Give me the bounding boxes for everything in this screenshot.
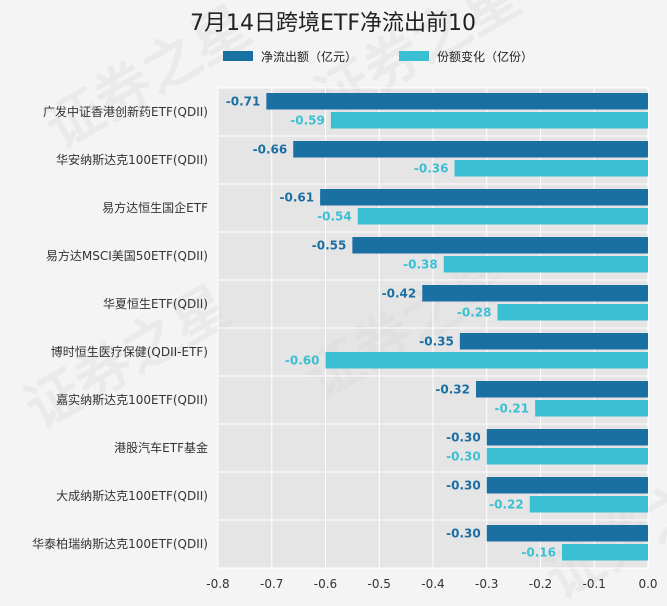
bar-net-outflow — [352, 237, 648, 254]
x-tick-label: -0.5 — [368, 577, 391, 591]
legend-swatch-0 — [223, 51, 253, 61]
x-tick-label: -0.1 — [583, 577, 606, 591]
data-label: -0.35 — [419, 334, 454, 348]
x-tick-label: -0.3 — [475, 577, 498, 591]
bar-share-change — [330, 112, 648, 129]
category-label: 华夏恒生ETF(QDII) — [103, 297, 208, 311]
data-label: -0.36 — [414, 161, 449, 175]
data-label: -0.60 — [285, 353, 320, 367]
bar-share-change — [357, 208, 648, 225]
category-label: 易方达恒生国企ETF — [102, 200, 208, 215]
data-label: -0.16 — [521, 545, 556, 559]
category-label: 大成纳斯达克100ETF(QDII) — [56, 489, 208, 503]
bar-net-outflow — [293, 141, 648, 158]
data-label: -0.54 — [317, 209, 352, 223]
x-tick-label: -0.8 — [206, 577, 229, 591]
bar-net-outflow — [486, 477, 648, 494]
bar-net-outflow — [422, 285, 648, 302]
data-label: -0.55 — [312, 238, 347, 252]
category-label: 嘉实纳斯达克100ETF(QDII) — [56, 392, 208, 407]
data-label: -0.71 — [226, 94, 261, 108]
data-label: -0.30 — [446, 478, 481, 492]
x-tick-label: -0.7 — [260, 577, 283, 591]
category-label: 港股汽车ETF基金 — [114, 440, 208, 455]
bar-share-change — [529, 496, 648, 513]
bar-net-outflow — [486, 429, 648, 446]
bar-share-change — [535, 400, 648, 417]
category-label: 华安纳斯达克100ETF(QDII) — [56, 152, 208, 167]
x-tick-label: 0.0 — [638, 577, 657, 591]
bar-share-change — [497, 304, 648, 321]
data-label: -0.30 — [446, 526, 481, 540]
category-label: 华泰柏瑞纳斯达克100ETF(QDII) — [32, 536, 208, 551]
chart-title: 7月14日跨境ETF净流出前10 — [190, 11, 476, 36]
data-label: -0.28 — [457, 305, 492, 319]
x-tick-label: -0.6 — [314, 577, 337, 591]
bar-share-change — [486, 448, 648, 465]
bar-net-outflow — [320, 189, 648, 206]
data-label: -0.59 — [290, 113, 325, 127]
bar-share-change — [454, 160, 648, 177]
x-tick-label: -0.2 — [529, 577, 552, 591]
data-label: -0.38 — [403, 257, 438, 271]
bar-net-outflow — [486, 525, 648, 542]
bar-share-change — [562, 544, 648, 561]
x-tick-label: -0.4 — [421, 577, 444, 591]
data-label: -0.61 — [280, 190, 315, 204]
category-label: 广发中证香港创新药ETF(QDII) — [43, 104, 208, 119]
legend-swatch-1 — [399, 51, 429, 61]
data-label: -0.42 — [382, 286, 417, 300]
data-label: -0.32 — [435, 382, 470, 396]
bar-net-outflow — [476, 381, 648, 398]
bar-share-change — [325, 352, 648, 369]
bar-share-change — [443, 256, 648, 273]
category-label: 易方达MSCI美国50ETF(QDII) — [46, 248, 208, 263]
legend-label-0: 净流出额（亿元） — [261, 49, 357, 64]
bar-net-outflow — [266, 93, 648, 110]
data-label: -0.21 — [495, 401, 530, 415]
data-label: -0.30 — [446, 430, 481, 444]
legend-label-1: 份额变化（亿份） — [437, 49, 533, 64]
data-label: -0.66 — [253, 142, 288, 156]
data-label: -0.30 — [446, 449, 481, 463]
category-label: 博时恒生医疗保健(QDII-ETF) — [51, 344, 208, 359]
bar-net-outflow — [459, 333, 648, 350]
data-label: -0.22 — [489, 497, 524, 511]
